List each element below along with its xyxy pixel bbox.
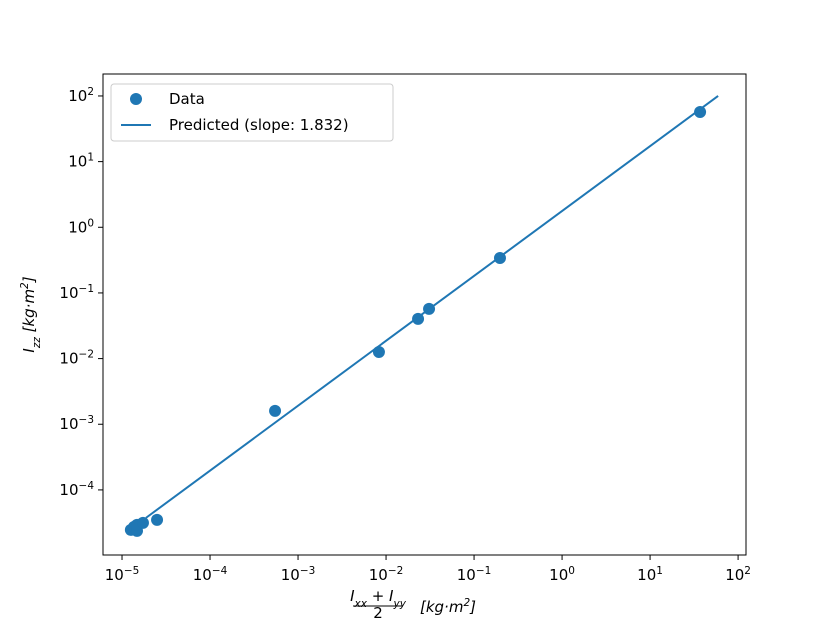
y-tick-label: 10−2 (59, 349, 94, 368)
x-label-unit: [kg·m2] (420, 597, 476, 616)
plot-frame (102, 73, 747, 556)
y-tick-label: 102 (68, 86, 94, 105)
x-label-denominator: 2 (373, 604, 383, 622)
y-tick-label: 10−4 (59, 480, 94, 499)
x-tick-label: 101 (637, 565, 663, 584)
legend-swatch (130, 93, 142, 105)
x-tick-label: 100 (549, 565, 575, 584)
data-point (269, 404, 282, 417)
y-tick-label: 101 (68, 152, 94, 171)
data-point (372, 346, 385, 359)
data-point (151, 513, 164, 526)
legend (110, 83, 394, 142)
data-point (694, 105, 707, 118)
x-tick-label: 10−4 (193, 565, 228, 584)
data-point (136, 516, 149, 529)
x-tick-label: 10−5 (105, 565, 140, 584)
fit-line (145, 95, 719, 519)
x-tick-label: 10−2 (369, 565, 404, 584)
legend-label: Data (169, 90, 205, 108)
y-tick-label: 100 (68, 217, 94, 236)
y-tick-label: 10−3 (59, 414, 94, 433)
legend-label: Predicted (slope: 1.832) (169, 116, 349, 134)
y-tick-label: 10−1 (59, 283, 94, 302)
y-axis-label: Izz [kg·m2] (19, 276, 43, 352)
x-tick-label: 10−1 (457, 565, 492, 584)
x-label-numerator: Ixx + Iyy (350, 587, 407, 610)
x-tick-label: 10−3 (281, 565, 316, 584)
x-tick-label: 102 (725, 565, 751, 584)
